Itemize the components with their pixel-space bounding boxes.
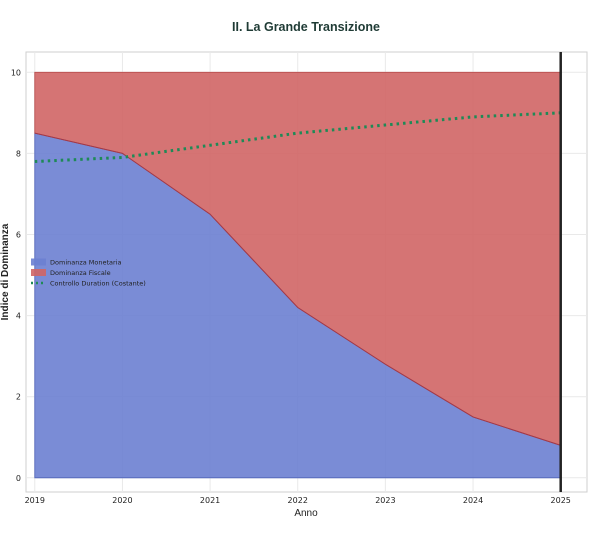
legend-swatch [31,258,46,266]
x-axis-label: Anno [294,508,318,519]
y-tick-label: 0 [16,474,21,483]
legend-swatch [31,269,46,276]
y-tick-label: 8 [16,149,21,158]
y-tick-label: 6 [16,230,21,239]
plot-frame [25,51,588,493]
x-tick-label: 2024 [463,496,483,505]
legend-entry: Controllo Duration (Costante) [50,280,146,288]
legend-entry: Dominanza Monetaria [50,259,122,267]
legend-entry: Dominanza Fiscale [50,269,111,277]
legend: Dominanza Monetaria Dominanza Fiscale Cont… [31,258,146,288]
y-tick-label: 10 [11,68,21,77]
x-tick-label: 2021 [200,496,220,505]
x-tick-label: 2019 [25,496,45,505]
x-tick-label: 2022 [288,496,308,505]
boundary-line [34,132,561,446]
chart-title: II. La Grande Transizione [232,20,380,34]
x-tick-label: 2025 [551,496,571,505]
y-tick-label: 4 [16,312,21,321]
y-ticks: 0 2 4 6 8 10 [11,68,21,483]
lines [34,52,562,492]
x-tick-label: 2023 [375,496,395,505]
y-axis-label: Indice di Dominanza [0,223,11,320]
x-ticks: 2019 2020 2021 2022 2023 2024 2025 [25,496,571,505]
y-tick-label: 2 [16,393,21,402]
areas [34,71,562,479]
x-tick-label: 2020 [112,496,132,505]
